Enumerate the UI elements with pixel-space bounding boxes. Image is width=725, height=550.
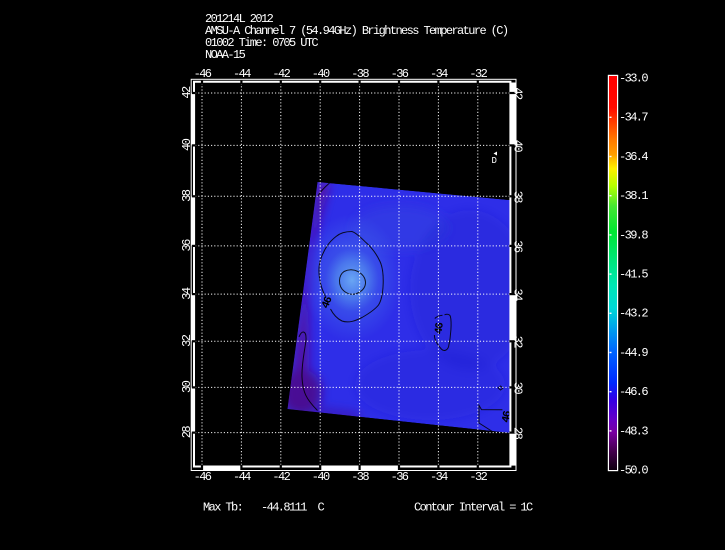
- svg-text:40: 40: [511, 140, 525, 153]
- svg-text:36: 36: [511, 240, 525, 253]
- svg-text:-41.5: -41.5: [619, 268, 648, 282]
- svg-text:01002 Time: 0705 UTC: 01002 Time: 0705 UTC: [205, 36, 318, 50]
- svg-text:-44: -44: [233, 470, 251, 484]
- svg-text:30: 30: [180, 380, 194, 393]
- svg-text:28: 28: [180, 426, 194, 439]
- svg-text:-40: -40: [312, 470, 330, 484]
- svg-text:32: 32: [511, 336, 525, 349]
- svg-text:C: C: [318, 501, 325, 515]
- svg-text:46: 46: [501, 410, 515, 423]
- svg-text:-32: -32: [469, 470, 487, 484]
- svg-text:-44.8111: -44.8111: [261, 501, 307, 515]
- svg-text:38: 38: [511, 191, 525, 204]
- svg-text:-34.7: -34.7: [619, 111, 648, 125]
- svg-text:40: 40: [180, 138, 194, 151]
- svg-text:-46: -46: [194, 67, 212, 81]
- svg-text:34: 34: [511, 288, 525, 301]
- svg-text:28: 28: [511, 427, 525, 440]
- svg-text:201214L 2012: 201214L 2012: [205, 12, 274, 26]
- svg-text:-42: -42: [272, 470, 290, 484]
- svg-text:-39.8: -39.8: [619, 228, 648, 242]
- svg-text:-38: -38: [351, 470, 369, 484]
- svg-text:-33.0: -33.0: [619, 72, 648, 86]
- svg-text:-40: -40: [312, 67, 330, 81]
- svg-text:-36.4: -36.4: [619, 150, 648, 164]
- svg-text:38: 38: [180, 189, 194, 202]
- svg-text:-38: -38: [351, 67, 369, 81]
- svg-text:-38.1: -38.1: [619, 189, 648, 203]
- svg-text:Max Tb:: Max Tb:: [203, 501, 242, 515]
- svg-text:-50.0: -50.0: [619, 464, 648, 478]
- svg-text:-42: -42: [272, 67, 290, 81]
- svg-text:46: 46: [434, 322, 447, 335]
- svg-text:-36: -36: [391, 67, 409, 81]
- svg-text:-46: -46: [194, 470, 212, 484]
- svg-text:NOAA-15: NOAA-15: [205, 48, 246, 62]
- svg-text:-34: -34: [430, 470, 448, 484]
- svg-text:30: 30: [511, 382, 525, 395]
- svg-text:-36: -36: [391, 470, 409, 484]
- svg-text:-32: -32: [469, 67, 487, 81]
- svg-text:-44.9: -44.9: [619, 346, 648, 360]
- svg-text:-46.6: -46.6: [619, 385, 648, 399]
- svg-text:-44: -44: [233, 67, 251, 81]
- svg-text:42: 42: [511, 87, 525, 100]
- svg-text:-48.3: -48.3: [619, 424, 648, 438]
- svg-text:32: 32: [180, 334, 194, 347]
- svg-text:-43.2: -43.2: [619, 307, 648, 321]
- svg-text:AMSU-A Channel 7 (54.94GHz) Br: AMSU-A Channel 7 (54.94GHz) Brightness T…: [205, 24, 508, 38]
- svg-text:D: D: [492, 156, 497, 166]
- svg-text:42: 42: [180, 86, 194, 99]
- svg-text:34: 34: [180, 287, 194, 300]
- svg-text:-34: -34: [430, 67, 448, 81]
- svg-text:Contour Interval = 1C: Contour Interval = 1C: [414, 501, 533, 515]
- svg-text:36: 36: [180, 239, 194, 252]
- svg-text:46: 46: [320, 295, 335, 310]
